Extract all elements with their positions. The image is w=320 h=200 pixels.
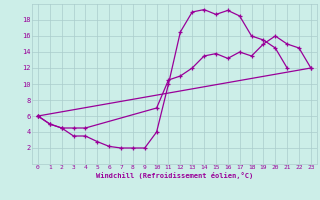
X-axis label: Windchill (Refroidissement éolien,°C): Windchill (Refroidissement éolien,°C) — [96, 172, 253, 179]
